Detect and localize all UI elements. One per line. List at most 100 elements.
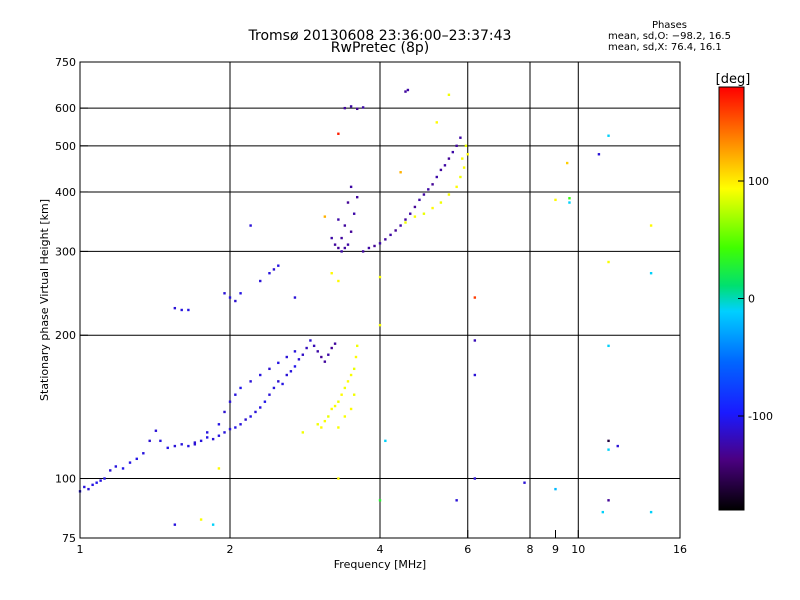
data-point: [350, 231, 352, 233]
data-point: [83, 486, 85, 488]
y-tick-label: 300: [55, 245, 76, 258]
data-point: [200, 518, 202, 520]
data-point: [223, 411, 225, 413]
data-point: [455, 145, 457, 147]
data-point: [356, 345, 358, 347]
data-point: [268, 272, 270, 274]
data-point: [356, 196, 358, 198]
data-point: [249, 380, 251, 382]
ionogram-chart: Tromsø 20130608 23:36:00–23:37:43 RwPret…: [0, 0, 800, 600]
data-point: [368, 247, 370, 249]
y-tick-label: 200: [55, 329, 76, 342]
data-point: [334, 405, 336, 407]
data-point: [474, 339, 476, 341]
data-point: [115, 465, 117, 467]
data-point: [155, 430, 157, 432]
data-point: [554, 199, 556, 201]
data-point: [95, 482, 97, 484]
data-point: [159, 440, 161, 442]
x-tick-label: 16: [673, 543, 687, 556]
y-tick-label: 75: [62, 532, 76, 545]
scatter-points: [79, 89, 653, 526]
data-point: [136, 458, 138, 460]
data-point: [174, 523, 176, 525]
data-point: [347, 380, 349, 382]
data-point: [187, 309, 189, 311]
data-point: [389, 234, 391, 236]
data-point: [218, 467, 220, 469]
data-point: [353, 368, 355, 370]
data-point: [384, 440, 386, 442]
data-point: [444, 164, 446, 166]
data-point: [223, 431, 225, 433]
data-point: [337, 280, 339, 282]
data-point: [174, 445, 176, 447]
data-point: [404, 221, 406, 223]
data-point: [431, 207, 433, 209]
data-point: [650, 224, 652, 226]
data-point: [234, 300, 236, 302]
data-point: [467, 153, 469, 155]
data-point: [355, 356, 357, 358]
data-point: [598, 153, 600, 155]
data-point: [566, 162, 568, 164]
data-point: [379, 276, 381, 278]
plot-area: 1 2 4 6 8 9 10 16 75100200300400500600750 Frequ…: [0, 0, 800, 600]
data-point: [607, 448, 609, 450]
x-axis-label: Frequency [MHz]: [334, 558, 426, 571]
data-point: [607, 499, 609, 501]
data-point: [294, 350, 296, 352]
data-point: [340, 394, 342, 396]
data-point: [324, 215, 326, 217]
y-tick-label: 500: [55, 140, 76, 153]
data-point: [568, 201, 570, 203]
data-point: [239, 423, 241, 425]
data-point: [384, 238, 386, 240]
data-point: [302, 431, 304, 433]
data-point: [309, 339, 311, 341]
data-point: [607, 440, 609, 442]
y-tick-label: 400: [55, 186, 76, 199]
data-point: [373, 245, 375, 247]
data-point: [340, 237, 342, 239]
y-tick-labels: 75 100 200 300 400 500 600 750: [55, 56, 88, 545]
data-point: [554, 488, 556, 490]
data-point: [463, 166, 465, 168]
data-point: [244, 418, 246, 420]
data-point: [324, 360, 326, 362]
data-point: [461, 157, 463, 159]
data-point: [229, 428, 231, 430]
data-point: [302, 354, 304, 356]
data-point: [350, 408, 352, 410]
colorbar-tick-label: -100: [748, 410, 773, 423]
data-point: [404, 90, 406, 92]
data-point: [347, 243, 349, 245]
data-point: [455, 186, 457, 188]
x-tick-label: 9: [552, 543, 559, 556]
data-point: [268, 394, 270, 396]
y-axis-label: Stationary phase Virtual Height [km]: [38, 199, 51, 401]
data-point: [436, 121, 438, 123]
data-point: [273, 387, 275, 389]
data-point: [334, 342, 336, 344]
data-point: [331, 347, 333, 349]
data-point: [218, 423, 220, 425]
colorbar-tick-label: 0: [748, 293, 755, 306]
data-point: [353, 394, 355, 396]
colorbar-title: [deg]: [716, 72, 751, 87]
data-point: [206, 431, 208, 433]
data-point: [448, 94, 450, 96]
data-point: [344, 247, 346, 249]
data-point: [259, 374, 261, 376]
data-point: [448, 193, 450, 195]
data-point: [423, 193, 425, 195]
y-tick-label: 600: [55, 102, 76, 115]
data-point: [474, 374, 476, 376]
x-tick-label: 1: [77, 543, 84, 556]
data-point: [239, 387, 241, 389]
data-point: [409, 213, 411, 215]
data-point: [273, 268, 275, 270]
data-point: [379, 499, 381, 501]
data-point: [249, 415, 251, 417]
data-point: [294, 296, 296, 298]
